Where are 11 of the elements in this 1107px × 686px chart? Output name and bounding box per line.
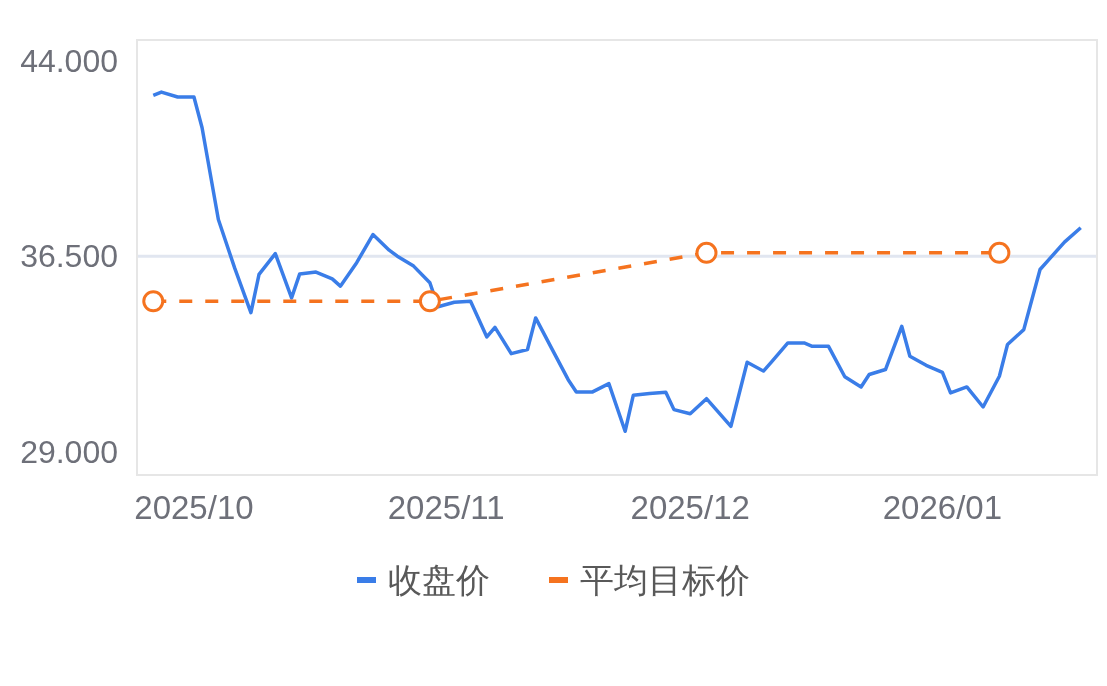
legend-item: 收盘价 [357, 561, 490, 599]
y-tick-label: 44.000 [20, 42, 118, 79]
legend-item: 平均目标价 [549, 561, 750, 599]
y-tick-label: 29.000 [20, 433, 118, 470]
y-tick-label: 36.500 [20, 238, 118, 275]
x-tick-label: 2026/01 [882, 489, 1003, 526]
x-tick-label: 2025/11 [387, 489, 505, 526]
x-tick-label: 2025/12 [630, 489, 750, 526]
legend-label: 平均目标价 [580, 561, 750, 599]
x-tick-label: 2025/10 [134, 489, 254, 526]
legend-label: 收盘价 [388, 561, 490, 599]
